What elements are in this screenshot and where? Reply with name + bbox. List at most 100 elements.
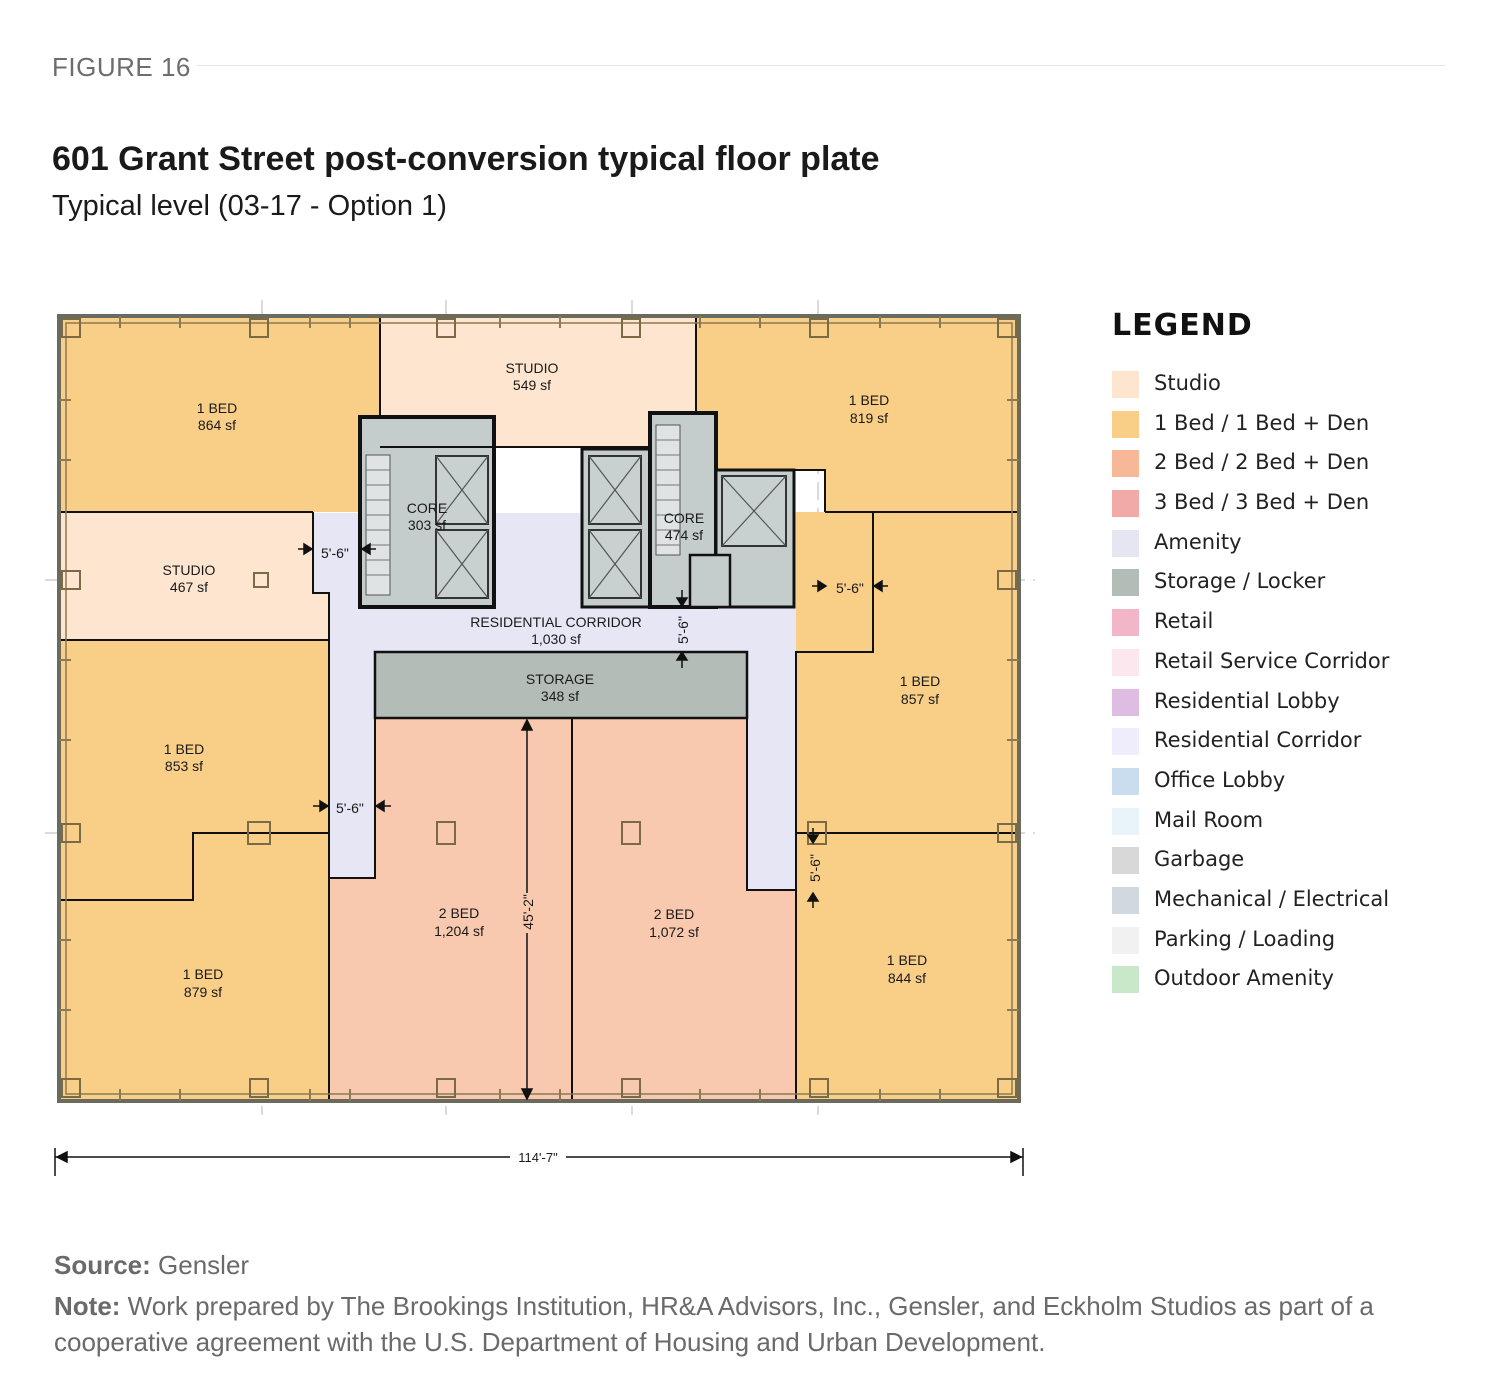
legend-label: Parking / Loading: [1154, 926, 1336, 951]
figure-header: FIGURE 16: [52, 50, 1445, 83]
dim-corridor-se: 5'-6": [807, 854, 823, 882]
legend-label: Storage / Locker: [1154, 569, 1326, 594]
legend-swatch: [1112, 688, 1139, 716]
unit-2bed-b: [572, 718, 796, 1100]
unit-1bed-nw: [59, 316, 380, 512]
legend-label: Mail Room: [1154, 807, 1264, 832]
note-text: Work prepared by The Brookings Instituti…: [54, 1291, 1374, 1357]
dim-corridor-studio: 5'-6": [321, 545, 349, 561]
legend-item: Retail Service Corridor: [1112, 647, 1482, 687]
figure-subtitle: Typical level (03-17 - Option 1): [52, 190, 447, 222]
figure-rule: [182, 65, 1445, 66]
legend-item: Outdoor Amenity: [1112, 964, 1482, 1004]
legend-label: Garbage: [1154, 847, 1245, 872]
room-1bed-se-area: 844 sf: [888, 970, 926, 986]
room-studio-top-type: STUDIO: [506, 360, 559, 376]
legend-swatch: [1112, 926, 1139, 954]
legend-label: Outdoor Amenity: [1154, 966, 1334, 991]
source-label: Source:: [54, 1250, 151, 1280]
legend-item: 3 Bed / 3 Bed + Den: [1112, 488, 1482, 528]
legend-swatch: [1112, 728, 1139, 756]
legend-swatch: [1112, 847, 1139, 875]
legend-swatch: [1112, 450, 1139, 478]
room-1bed-se-type: 1 BED: [887, 952, 927, 968]
room-1bed-sw-type: 1 BED: [183, 966, 223, 982]
figure-label: FIGURE 16: [52, 52, 197, 83]
legend-swatch: [1112, 490, 1139, 518]
legend-swatch: [1112, 648, 1139, 676]
room-2bed-a-area: 1,204 sf: [434, 923, 484, 939]
unit-2bed-a: [329, 718, 572, 1100]
legend-item: 2 Bed / 2 Bed + Den: [1112, 448, 1482, 488]
legend-item: Garbage: [1112, 845, 1482, 885]
room-core-left-type: CORE: [407, 500, 447, 516]
dim-corridor-core: 5'-6": [675, 616, 691, 644]
legend-swatch: [1112, 569, 1139, 597]
legend-label: Office Lobby: [1154, 767, 1286, 792]
legend-label: 2 Bed / 2 Bed + Den: [1154, 450, 1370, 475]
room-studio-west-area: 467 sf: [170, 579, 208, 595]
unit-studio-west: [59, 512, 329, 640]
legend-item: Retail: [1112, 607, 1482, 647]
legend-label: Amenity: [1154, 529, 1242, 554]
note-line: Note: Work prepared by The Brookings Ins…: [54, 1288, 1454, 1360]
storage-room: [373, 650, 749, 720]
room-corridor-area: 1,030 sf: [531, 631, 581, 647]
legend-swatch: [1112, 886, 1139, 914]
legend-swatch: [1112, 807, 1139, 835]
source-text: Gensler: [150, 1250, 250, 1280]
legend-swatch: [1112, 371, 1139, 398]
room-2bed-a-type: 2 BED: [439, 905, 479, 921]
dim-corridor-west: 5'-6": [336, 800, 364, 816]
legend-label: Residential Lobby: [1154, 688, 1340, 713]
legend-item: Storage / Locker: [1112, 567, 1482, 607]
legend-label: Residential Corridor: [1154, 728, 1362, 753]
legend-swatch: [1112, 529, 1139, 557]
legend-label: Mechanical / Electrical: [1154, 886, 1390, 911]
room-1bed-ne-type: 1 BED: [849, 392, 889, 408]
room-1bed-nw-type: 1 BED: [197, 400, 237, 416]
legend-swatch: [1112, 767, 1139, 795]
legend: LEGEND Studio 1 Bed / 1 Bed + Den 2 Bed …: [1112, 308, 1482, 1004]
dim-unit-depth: 45'-2": [520, 894, 536, 930]
room-1bed-sw-area: 879 sf: [184, 984, 222, 1000]
room-1bed-nw-area: 864 sf: [198, 417, 236, 433]
room-1bed-west-type: 1 BED: [164, 741, 204, 757]
unit-1bed-west: [59, 640, 329, 900]
room-corridor-type: RESIDENTIAL CORRIDOR: [470, 614, 641, 630]
legend-item: Mechanical / Electrical: [1112, 885, 1482, 925]
unit-1bed-sw: [59, 833, 329, 1100]
legend-items: Studio 1 Bed / 1 Bed + Den 2 Bed / 2 Bed…: [1112, 369, 1482, 1004]
unit-1bed-east: [796, 512, 1019, 833]
unit-1bed-ne: [696, 316, 1019, 512]
room-2bed-b-area: 1,072 sf: [649, 924, 699, 940]
legend-item: Studio: [1112, 369, 1482, 409]
legend-item: Residential Lobby: [1112, 687, 1482, 727]
legend-title: LEGEND: [1112, 308, 1253, 343]
room-1bed-ne-area: 819 sf: [850, 410, 888, 426]
unit-1bed-se: [796, 833, 1019, 1100]
floor-plan: 1 BED 864 sf STUDIO 549 sf 1 BED 819 sf …: [45, 300, 1035, 1176]
source-line: Source: Gensler: [54, 1250, 249, 1281]
legend-swatch: [1112, 410, 1139, 438]
room-studio-top-area: 549 sf: [513, 377, 551, 393]
building-perimeter: [57, 314, 1021, 1103]
room-core-right-type: CORE: [664, 510, 704, 526]
legend-item: Office Lobby: [1112, 766, 1482, 806]
legend-item: Residential Corridor: [1112, 726, 1482, 766]
legend-swatch: [1112, 609, 1139, 637]
legend-label: 1 Bed / 1 Bed + Den: [1154, 410, 1370, 435]
legend-label: Retail Service Corridor: [1154, 648, 1390, 673]
room-storage-area: 348 sf: [541, 688, 579, 704]
figure-title: 601 Grant Street post-conversion typical…: [52, 140, 880, 178]
room-1bed-west-area: 853 sf: [165, 758, 203, 774]
walls: [59, 316, 1019, 1100]
legend-swatch: [1112, 966, 1139, 994]
room-studio-west-type: STUDIO: [163, 562, 216, 578]
legend-item: Amenity: [1112, 528, 1482, 568]
room-2bed-b-type: 2 BED: [654, 906, 694, 922]
core-right: [580, 411, 796, 609]
room-core-left-area: 303 sf: [408, 517, 446, 533]
legend-item: Parking / Loading: [1112, 925, 1482, 965]
legend-item: 1 Bed / 1 Bed + Den: [1112, 409, 1482, 449]
